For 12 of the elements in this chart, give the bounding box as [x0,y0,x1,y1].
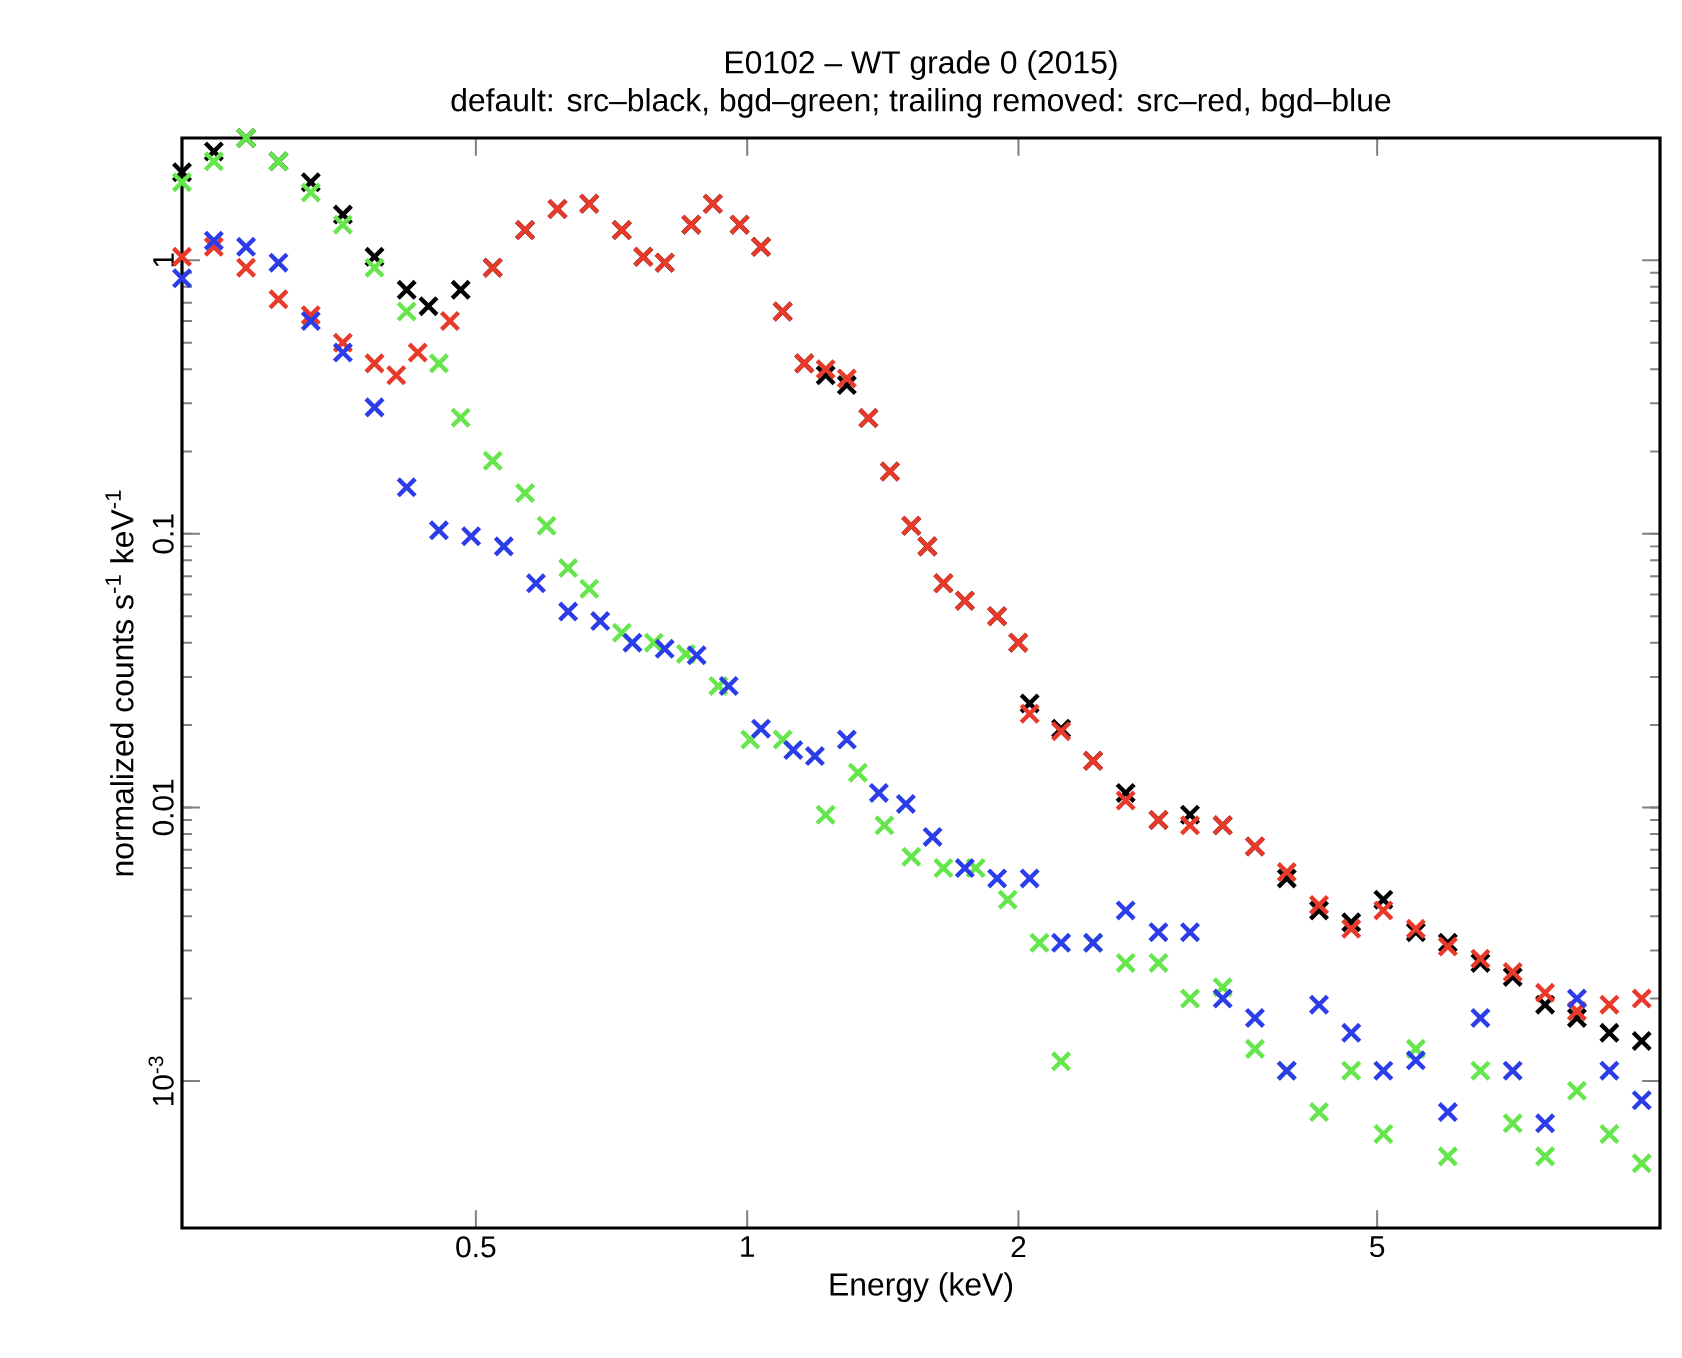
x-tick-label: 0.5 [456,1236,496,1258]
y-tick-label: 0.01 [152,779,174,836]
x-tick-label: 1 [741,1236,755,1257]
x-axis-title: Energy (keV) [830,1272,1012,1303]
y-axis-title: normalized counts s$^{-1}$ keV$^{-1}$ [105,490,134,876]
y-tick-label: 1 [153,253,174,267]
y-tick-label: 0.1 [152,514,174,554]
chart-title: E0102 – WT grade 0 (2015) [726,50,1117,80]
x-tick-label: 2 [1011,1236,1026,1258]
chart-subtitle: default: src–black, bgd–green; trailing removed: src–red, bgd–blue [451,88,1391,118]
y-tick-label: 10$^{-3}$ [148,1056,174,1106]
x-tick-label: 5 [1370,1236,1385,1258]
